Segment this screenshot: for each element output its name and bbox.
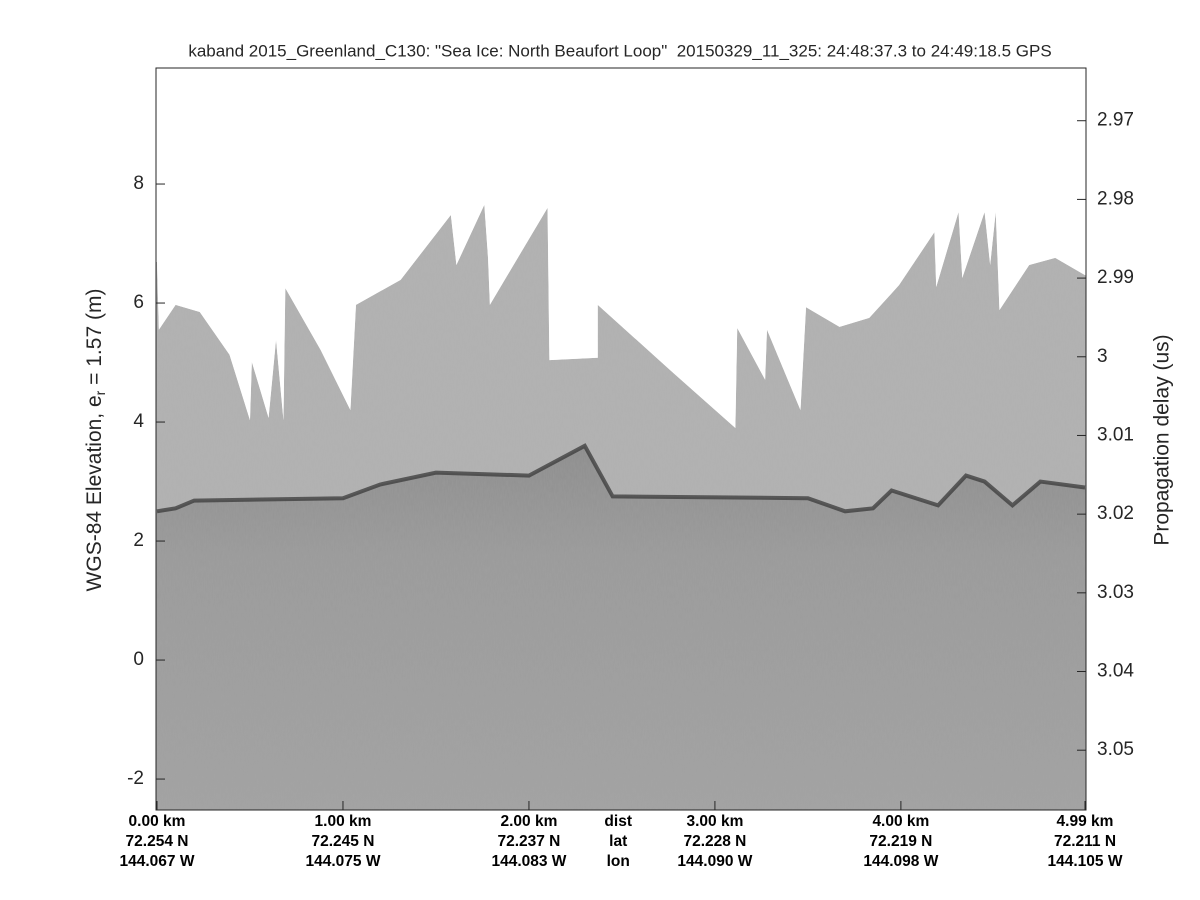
- y2-tick-label: 2.97: [1097, 110, 1134, 131]
- y2-tick-label: 3.04: [1097, 661, 1134, 682]
- x-tick-lon: 144.083 W: [491, 853, 566, 870]
- y2-tick-label: 2.99: [1097, 267, 1134, 288]
- x-tick-lon: 144.105 W: [1048, 853, 1123, 870]
- chart-title: kaband 2015_Greenland_C130: "Sea Ice: No…: [188, 41, 1051, 60]
- x-tick-label: 4.99 km: [1057, 813, 1114, 830]
- x-tick-lat: 72.245 N: [312, 833, 375, 850]
- y2-tick-label: 3.02: [1097, 503, 1134, 524]
- y-tick-label: 2: [133, 530, 144, 551]
- x-tick-label: 0.00 km: [129, 813, 186, 830]
- x-tick-label: 3.00 km: [686, 813, 743, 830]
- x-tick-lat: 72.237 N: [497, 833, 560, 850]
- x-tick-lat: 72.254 N: [126, 833, 189, 850]
- clear-sky-mask: [156, 68, 1086, 428]
- y-tick-label: 6: [133, 292, 144, 313]
- y-axis-label: WGS-84 Elevation, er = 1.57 (m): [83, 289, 108, 592]
- y2-tick-label: 2.98: [1097, 188, 1134, 209]
- x-tick-lat: 72.211 N: [1054, 833, 1116, 850]
- y2-axis-label: Propagation delay (us): [1151, 334, 1174, 545]
- y-tick-label: -2: [127, 768, 144, 789]
- y-label-suffix: = 1.57 (m): [83, 289, 106, 391]
- y-label-subscript: r: [92, 390, 108, 395]
- x-tick-lon: 144.098 W: [863, 853, 938, 870]
- y-tick-label: 8: [133, 173, 144, 194]
- x-tick-label: 1.00 km: [315, 813, 372, 830]
- y-tick-label: 4: [133, 411, 144, 432]
- x-row-name: dist: [604, 813, 632, 830]
- x-tick-lon: 144.067 W: [120, 853, 195, 870]
- x-tick-lat: 72.219 N: [869, 833, 932, 850]
- y2-tick-label: 3.05: [1097, 739, 1134, 760]
- y-tick-label: 0: [133, 649, 144, 670]
- x-row-name: lat: [609, 833, 627, 850]
- x-tick-lon: 144.075 W: [305, 853, 380, 870]
- surface-echo: [156, 443, 1086, 514]
- x-tick-lon: 144.090 W: [677, 853, 752, 870]
- plot-frame: [155, 67, 1087, 811]
- x-tick-label: 4.00 km: [872, 813, 929, 830]
- y2-tick-label: 3.01: [1097, 424, 1134, 445]
- x-tick-label: 2.00 km: [500, 813, 557, 830]
- y2-tick-label: 3.03: [1097, 582, 1134, 603]
- x-row-name: lon: [607, 853, 630, 870]
- echogram: [156, 68, 1086, 810]
- y-label-text: WGS-84 Elevation, e: [83, 395, 106, 591]
- x-tick-lat: 72.228 N: [683, 833, 746, 850]
- y2-tick-label: 3: [1097, 346, 1108, 367]
